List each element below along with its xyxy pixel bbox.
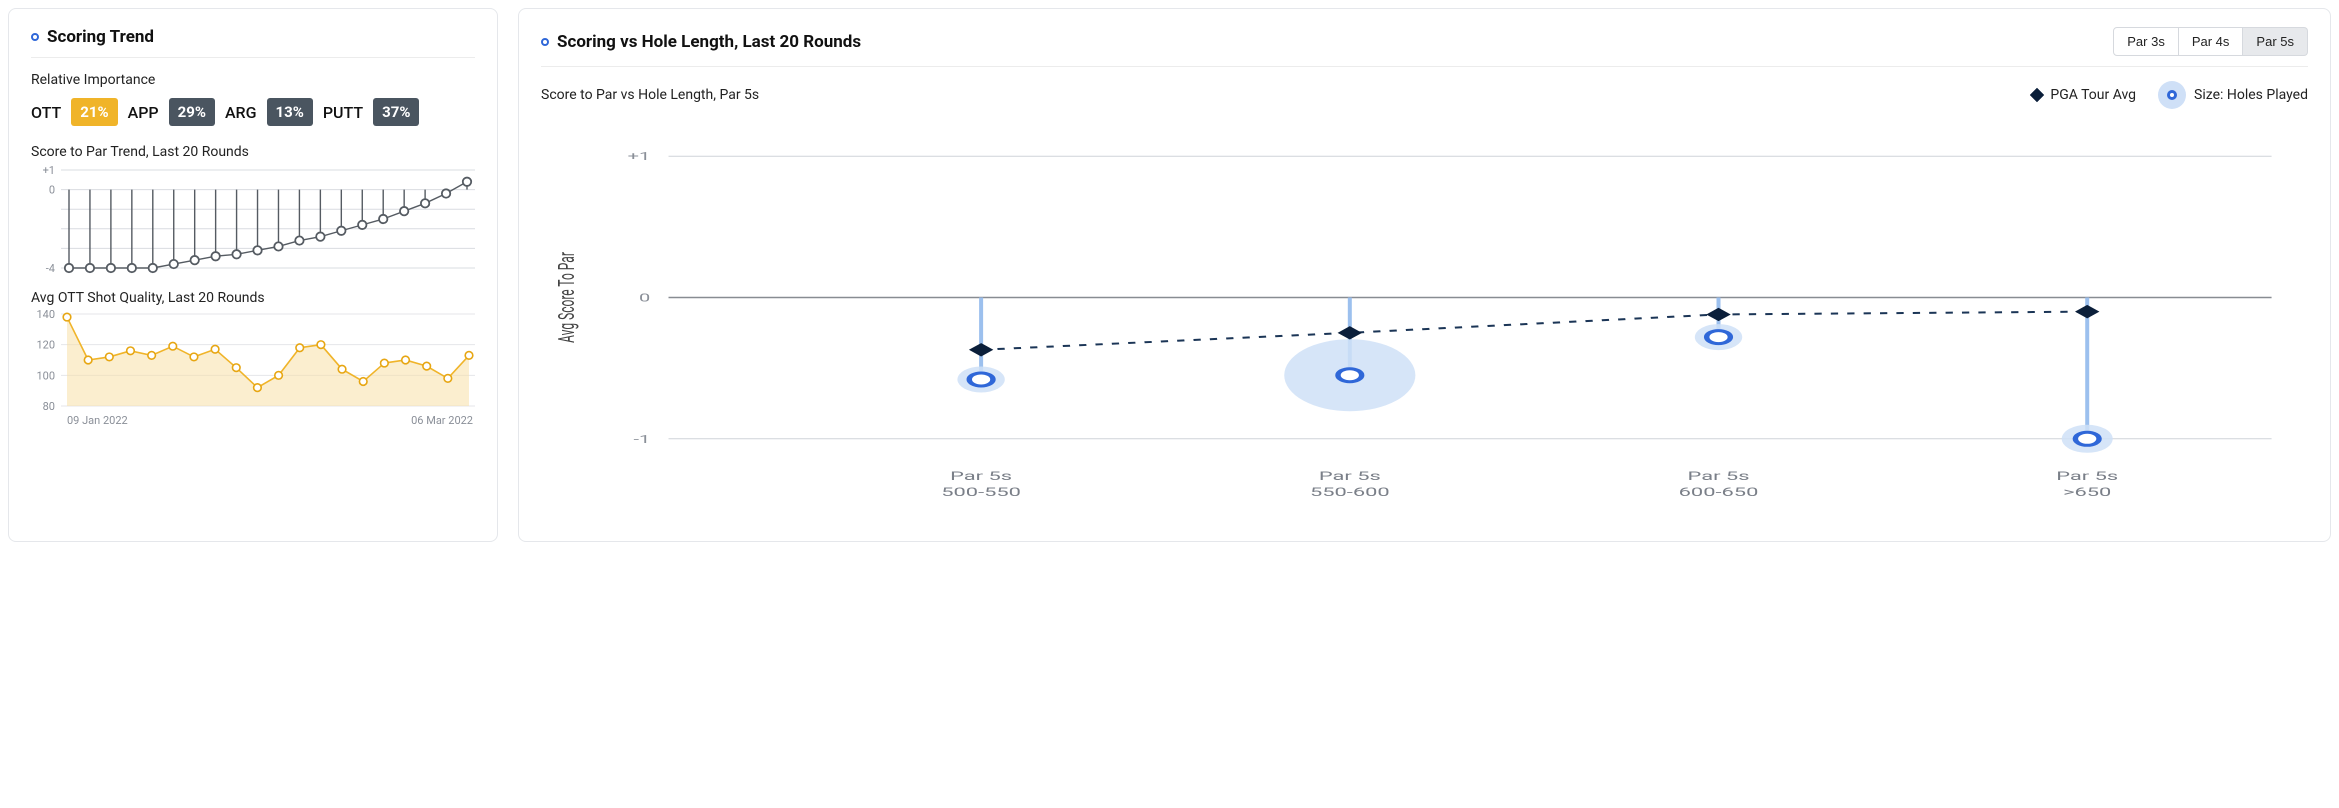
hole-length-header: Scoring vs Hole Length, Last 20 Rounds P… <box>541 27 2308 67</box>
svg-text:0: 0 <box>639 291 650 304</box>
svg-text:>650: >650 <box>2063 486 2111 500</box>
svg-text:140: 140 <box>36 310 55 321</box>
legend-row: Score to Par vs Hole Length, Par 5s PGA … <box>541 81 2308 109</box>
legend-size-label: Size: Holes Played <box>2194 87 2308 103</box>
ott-quality-chart: 80 100 120 140 09 Jan 2022 06 Mar 2022 <box>31 310 475 430</box>
svg-text:-1: -1 <box>634 433 651 446</box>
legend-pga-label: PGA Tour Avg <box>2050 87 2136 103</box>
bullet-icon <box>541 38 549 46</box>
svg-text:80: 80 <box>43 400 55 413</box>
svg-text:Par 5s: Par 5s <box>950 470 1012 484</box>
bullet-icon <box>31 33 39 41</box>
legend-size: Size: Holes Played <box>2158 81 2308 109</box>
par-tabs: Par 3sPar 4sPar 5s <box>2113 27 2308 56</box>
svg-text:120: 120 <box>36 339 55 352</box>
par-tab[interactable]: Par 5s <box>2243 27 2308 56</box>
hole-length-card: Scoring vs Hole Length, Last 20 Rounds P… <box>518 8 2331 542</box>
legend-items: PGA Tour Avg Size: Holes Played <box>2032 81 2308 109</box>
ott-quality-label: Avg OTT Shot Quality, Last 20 Rounds <box>31 290 475 306</box>
svg-text:+1: +1 <box>43 164 55 177</box>
svg-text:Par 5s: Par 5s <box>1688 470 1750 484</box>
svg-text:100: 100 <box>36 369 55 382</box>
svg-text:+1: +1 <box>628 150 651 163</box>
importance-badge: 37% <box>373 98 419 126</box>
svg-text:0: 0 <box>49 184 55 197</box>
score-trend-chart: +1 0 -4 <box>31 164 475 274</box>
svg-text:09 Jan 2022: 09 Jan 2022 <box>67 414 128 427</box>
relative-importance-row: OTT 21% APP 29% ARG 13% PUTT 37% <box>31 98 475 126</box>
svg-text:550-600: 550-600 <box>1310 486 1390 500</box>
importance-label: PUTT <box>323 103 363 122</box>
svg-text:500-550: 500-550 <box>941 486 1021 500</box>
par-tab[interactable]: Par 4s <box>2179 27 2244 56</box>
scoring-trend-card: Scoring Trend Relative Importance OTT 21%… <box>8 8 498 542</box>
hole-length-chart: Avg Score To Par +1 0 -1 Par 5s 500-550 Par 5s… <box>541 115 2308 515</box>
hole-length-title: Scoring vs Hole Length, Last 20 Rounds <box>557 32 861 52</box>
svg-text:Avg Score To Par: Avg Score To Par <box>555 252 580 343</box>
score-trend-label: Score to Par Trend, Last 20 Rounds <box>31 144 475 160</box>
importance-badge: 29% <box>169 98 215 126</box>
scoring-trend-header: Scoring Trend <box>31 27 475 58</box>
importance-label: APP <box>128 103 159 122</box>
hole-length-subtitle: Score to Par vs Hole Length, Par 5s <box>541 87 759 103</box>
svg-text:Par 5s: Par 5s <box>2056 470 2118 484</box>
par-tab[interactable]: Par 3s <box>2113 27 2179 56</box>
relative-importance-heading: Relative Importance <box>31 72 475 88</box>
svg-text:-4: -4 <box>46 262 55 274</box>
importance-badge: 13% <box>267 98 313 126</box>
importance-label: ARG <box>225 103 257 122</box>
legend-pga: PGA Tour Avg <box>2032 87 2136 103</box>
svg-text:Par 5s: Par 5s <box>1319 470 1381 484</box>
importance-label: OTT <box>31 103 61 122</box>
diamond-icon <box>2030 88 2044 102</box>
svg-text:06 Mar 2022: 06 Mar 2022 <box>411 414 473 427</box>
scoring-trend-title: Scoring Trend <box>47 27 154 47</box>
circle-icon <box>2158 81 2186 109</box>
importance-badge: 21% <box>71 98 117 126</box>
svg-text:600-650: 600-650 <box>1679 486 1759 500</box>
